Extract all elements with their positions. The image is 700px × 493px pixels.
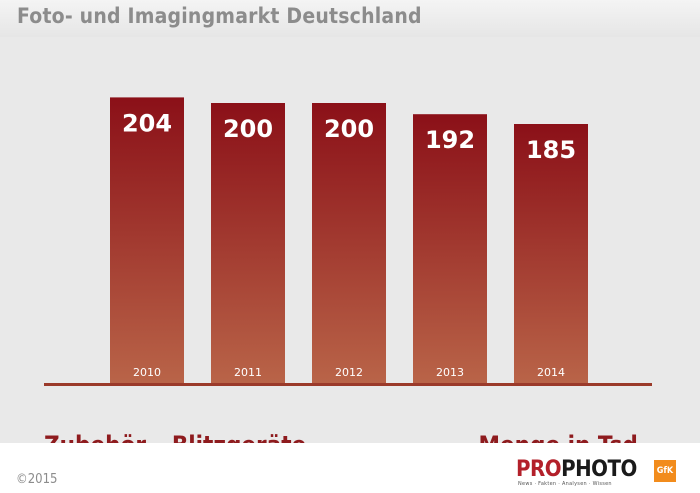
value-label-2010: 204 — [122, 109, 172, 137]
gfk-logo: GfK — [654, 460, 676, 482]
copyright-text: ©2015 — [16, 472, 58, 487]
value-label-2011: 200 — [223, 115, 273, 143]
bar-2012 — [312, 103, 386, 383]
bar-chart: 204 2010 200 2011 200 2012 192 2013 185 2014 — [44, 97, 652, 386]
value-label-2012: 200 — [324, 115, 374, 143]
bar-2014 — [514, 124, 588, 383]
value-label-2013: 192 — [425, 126, 475, 154]
logo-wordmark: PROPHOTO — [516, 457, 637, 482]
category-label-2014: 2014 — [537, 366, 565, 379]
logo-photo: PHOTO — [561, 457, 637, 482]
logo-pro: PRO — [516, 457, 562, 482]
header-bar: Foto- und Imagingmarkt Deutschland — [0, 0, 700, 37]
logo-tagline: News · Fakten · Analysen · Wissen — [518, 481, 612, 487]
category-label-2012: 2012 — [335, 366, 363, 379]
bar-2011 — [211, 103, 285, 383]
bar-2013 — [413, 114, 487, 383]
category-label-2010: 2010 — [133, 366, 161, 379]
category-label-2013: 2013 — [436, 366, 464, 379]
footer: ©2015 PROPHOTO News · Fakten · Analysen … — [0, 443, 700, 493]
prophoto-logo: PROPHOTO News · Fakten · Analysen · Wiss… — [516, 457, 637, 490]
value-label-2014: 185 — [526, 136, 576, 164]
page-title: Foto- und Imagingmarkt Deutschland — [17, 4, 422, 28]
category-label-2011: 2011 — [234, 366, 262, 379]
bar-2010 — [110, 97, 184, 384]
